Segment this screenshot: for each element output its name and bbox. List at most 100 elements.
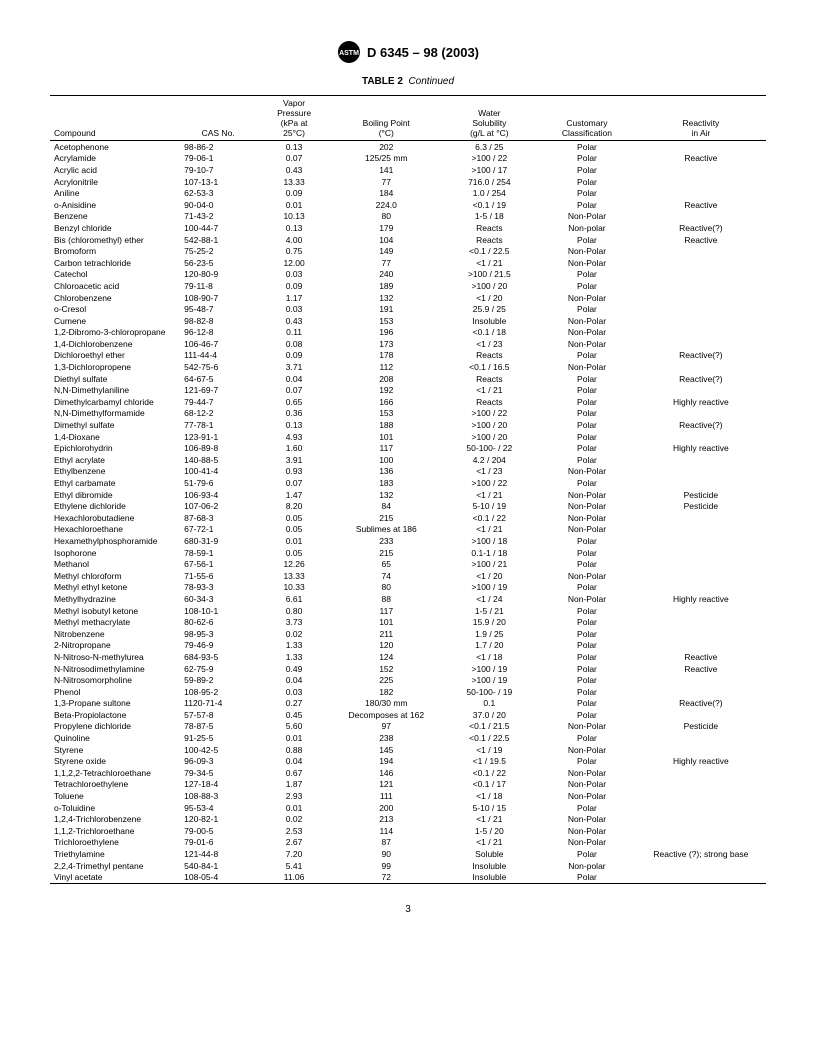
table-row: N,N-Dimethylaniline121-69-70.07192<1 / 2… (50, 384, 766, 396)
cell-sol: >100 / 17 (441, 164, 539, 176)
cell-vapor: 0.49 (256, 663, 332, 675)
cell-react (636, 315, 766, 327)
cell-sol: >100 / 20 (441, 280, 539, 292)
cell-react (636, 582, 766, 594)
cell-bp: 136 (332, 466, 440, 478)
cell-class: Non-Polar (538, 500, 636, 512)
cell-sol: 15.9 / 20 (441, 616, 539, 628)
cell-cas: 96-12-8 (180, 327, 256, 339)
table-row: N-Nitrosomorpholine59-89-20.04225>100 / … (50, 674, 766, 686)
cell-bp: 101 (332, 431, 440, 443)
cell-vapor: 1.87 (256, 779, 332, 791)
table-row: 2-Nitropropane79-46-91.331201.7 / 20Pola… (50, 640, 766, 652)
table-row: Bromoform75-25-20.75149<0.1 / 22.5Non-Po… (50, 245, 766, 257)
cell-bp: 84 (332, 500, 440, 512)
cell-cas: 680-31-9 (180, 535, 256, 547)
cell-vapor: 10.33 (256, 582, 332, 594)
table-row: Methyl ethyl ketone78-93-310.3380>100 / … (50, 582, 766, 594)
cell-react (636, 408, 766, 420)
table-row: Cumene98-82-80.43153InsolubleNon-Polar (50, 315, 766, 327)
cell-bp: 179 (332, 222, 440, 234)
cell-compound: 1,2,4-Trichlorobenzene (50, 813, 180, 825)
cell-react (636, 303, 766, 315)
cell-class: Non-Polar (538, 327, 636, 339)
cell-class: Polar (538, 547, 636, 559)
cell-sol: >100 / 22 (441, 408, 539, 420)
cell-sol: <1 / 21 (441, 813, 539, 825)
cell-cas: 67-72-1 (180, 524, 256, 536)
cell-vapor: 8.20 (256, 500, 332, 512)
cell-vapor: 4.93 (256, 431, 332, 443)
cell-compound: Benzene (50, 211, 180, 223)
cell-react (636, 686, 766, 698)
cell-compound: o-Anisidine (50, 199, 180, 211)
cell-class: Non-Polar (538, 593, 636, 605)
cell-react: Reactive (636, 153, 766, 165)
table-row: Ethyl dibromide106-93-41.47132<1 / 21Non… (50, 489, 766, 501)
cell-vapor: 0.05 (256, 524, 332, 536)
cell-vapor: 0.67 (256, 767, 332, 779)
cell-react (636, 269, 766, 281)
cell-compound: Cumene (50, 315, 180, 327)
cell-vapor: 3.91 (256, 454, 332, 466)
cell-compound: o-Cresol (50, 303, 180, 315)
col-header-cas: CAS No. (180, 96, 256, 140)
cell-class: Polar (538, 269, 636, 281)
cell-react (636, 524, 766, 536)
table-row: N-Nitroso-N-methylurea684-93-51.33124<1 … (50, 651, 766, 663)
cell-sol: Reacts (441, 373, 539, 385)
table-row: 2,2,4-Trimethyl pentane540-84-15.4199Ins… (50, 860, 766, 872)
table-row: Carbon tetrachloride56-23-512.0077<1 / 2… (50, 257, 766, 269)
cell-react (636, 744, 766, 756)
cell-sol: 5-10 / 15 (441, 802, 539, 814)
table-row: Propylene dichloride78-87-55.6097<0.1 / … (50, 721, 766, 733)
cell-react (636, 871, 766, 883)
cell-class: Polar (538, 303, 636, 315)
table-row: Quinoline91-25-50.01238<0.1 / 22.5Polar (50, 732, 766, 744)
document-id: D 6345 – 98 (2003) (367, 45, 479, 60)
cell-react (636, 211, 766, 223)
cell-class: Non-Polar (538, 837, 636, 849)
cell-vapor: 1.47 (256, 489, 332, 501)
table-row: Ethylbenzene100-41-40.93136<1 / 23Non-Po… (50, 466, 766, 478)
table-title: TABLE 2 Continued (50, 76, 766, 87)
cell-compound: Ethylbenzene (50, 466, 180, 478)
cell-class: Non-Polar (538, 315, 636, 327)
cell-vapor: 3.73 (256, 616, 332, 628)
cell-bp: 117 (332, 442, 440, 454)
cell-vapor: 10.13 (256, 211, 332, 223)
cell-react (636, 176, 766, 188)
cell-cas: 56-23-5 (180, 257, 256, 269)
cell-cas: 98-82-8 (180, 315, 256, 327)
cell-class: Non-Polar (538, 767, 636, 779)
cell-sol: 1.9 / 25 (441, 628, 539, 640)
cell-sol: <1 / 24 (441, 593, 539, 605)
cell-sol: <0.1 / 19 (441, 199, 539, 211)
cell-class: Non-Polar (538, 790, 636, 802)
cell-sol: >100 / 19 (441, 663, 539, 675)
cell-sol: 37.0 / 20 (441, 709, 539, 721)
cell-cas: 100-42-5 (180, 744, 256, 756)
cell-react (636, 767, 766, 779)
cell-compound: o-Toluidine (50, 802, 180, 814)
cell-bp: 87 (332, 837, 440, 849)
cell-compound: N,N-Dimethylformamide (50, 408, 180, 420)
table-row: o-Toluidine95-53-40.012005-10 / 15Polar (50, 802, 766, 814)
cell-compound: Bromoform (50, 245, 180, 257)
table-row: Vinyl acetate108-05-411.0672InsolublePol… (50, 871, 766, 883)
cell-cas: 57-57-8 (180, 709, 256, 721)
cell-bp: 240 (332, 269, 440, 281)
table-row: o-Anisidine90-04-00.01224.0<0.1 / 19Pola… (50, 199, 766, 211)
cell-sol: <0.1 / 18 (441, 327, 539, 339)
cell-sol: <1 / 19.5 (441, 755, 539, 767)
cell-bp: 80 (332, 582, 440, 594)
cell-vapor: 2.67 (256, 837, 332, 849)
cell-class: Non-Polar (538, 813, 636, 825)
cell-class: Polar (538, 616, 636, 628)
cell-cas: 98-86-2 (180, 141, 256, 153)
cell-compound: Nitrobenzene (50, 628, 180, 640)
cell-react: Reactive (636, 663, 766, 675)
cell-react: Pesticide (636, 489, 766, 501)
cell-bp: 97 (332, 721, 440, 733)
cell-cas: 79-11-8 (180, 280, 256, 292)
